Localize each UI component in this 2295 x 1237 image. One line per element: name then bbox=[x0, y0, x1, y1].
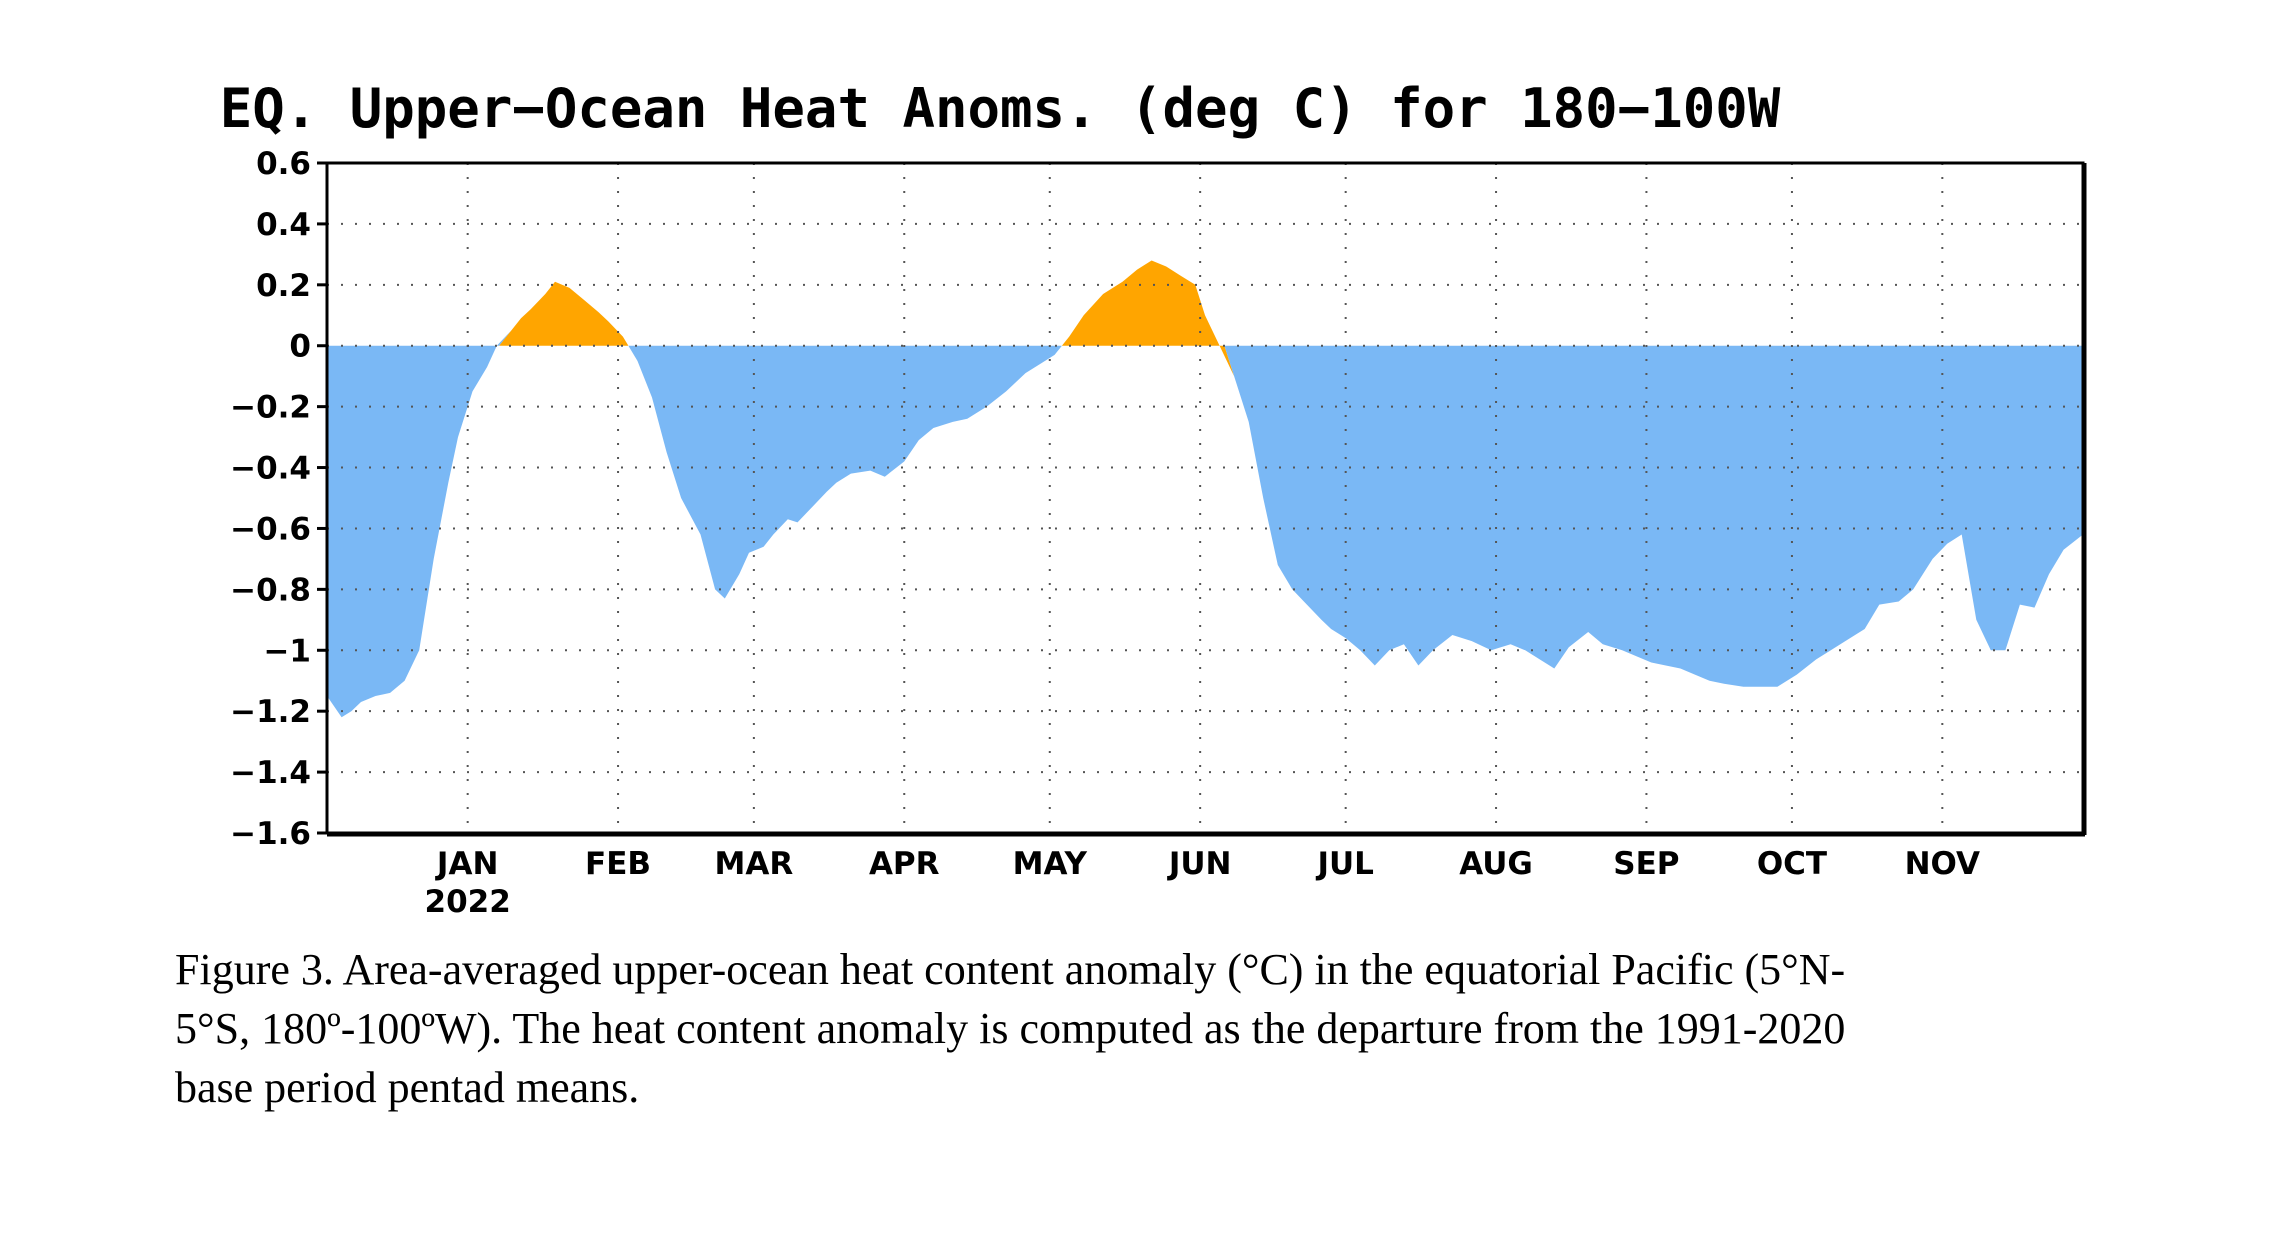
y-tick-label-11: −1.4 bbox=[230, 755, 311, 791]
negative-anomaly-area-5 bbox=[1224, 345, 2083, 687]
x-tick-label-feb: FEB bbox=[585, 846, 651, 882]
y-tick-labels: 0.6 0.4 0.2 0 −0.2 −0.4 −0.6 −0.8 −1 −1.2 −1.4 −1.6 bbox=[230, 146, 311, 852]
plot-frame bbox=[325, 161, 2085, 835]
y-tick-label-5: −0.2 bbox=[230, 390, 311, 426]
axes bbox=[317, 161, 2087, 837]
caption-line-3: base period pentad means. bbox=[175, 1063, 640, 1112]
x-tick-year-label: 2022 bbox=[425, 884, 511, 920]
positive-anomaly-area-4 bbox=[1061, 260, 1235, 377]
x-tick-label-may: MAY bbox=[1013, 846, 1088, 882]
negative-anomaly-area-3 bbox=[628, 345, 1062, 599]
x-tick-label-jan: JAN bbox=[435, 846, 498, 882]
y-tick-label-8: −0.8 bbox=[230, 572, 311, 608]
x-tick-label-apr: APR bbox=[869, 846, 940, 882]
caption-line-2: 5°S, 180º-100ºW). The heat content anoma… bbox=[175, 1004, 1846, 1053]
x-tick-label-aug: AUG bbox=[1459, 846, 1533, 882]
y-tick-label-4: 0 bbox=[289, 329, 311, 365]
x-tick-label-sep: SEP bbox=[1613, 846, 1679, 882]
x-tick-label-jul: JUL bbox=[1315, 846, 1373, 882]
x-tick-label-oct: OCT bbox=[1757, 846, 1827, 882]
anomaly-fills bbox=[327, 260, 2083, 718]
positive-anomaly-area-2 bbox=[499, 281, 629, 346]
negative-anomaly-area-1 bbox=[327, 330, 512, 718]
chart: EQ. Upper−Ocean Heat Anoms. (deg C) for … bbox=[220, 77, 2087, 920]
x-tick-label-nov: NOV bbox=[1905, 846, 1980, 882]
y-tick-label-1: 0.6 bbox=[256, 146, 311, 182]
y-tick-label-6: −0.4 bbox=[230, 451, 311, 487]
y-tick-label-9: −1 bbox=[263, 633, 311, 669]
figure-caption: Figure 3. Area-averaged upper-ocean heat… bbox=[175, 940, 2135, 1117]
y-tick-label-7: −0.6 bbox=[230, 511, 311, 547]
x-tick-label-jun: JUN bbox=[1167, 846, 1232, 882]
chart-title: EQ. Upper−Ocean Heat Anoms. (deg C) for … bbox=[220, 77, 1781, 140]
caption-line-1: Figure 3. Area-averaged upper-ocean heat… bbox=[175, 945, 1846, 994]
y-tick-label-10: −1.2 bbox=[230, 694, 311, 730]
y-tick-label-2: 0.4 bbox=[256, 207, 311, 243]
y-tick-label-3: 0.2 bbox=[256, 268, 311, 304]
x-tick-label-mar: MAR bbox=[715, 846, 794, 882]
y-tick-label-12: −1.6 bbox=[230, 816, 311, 852]
